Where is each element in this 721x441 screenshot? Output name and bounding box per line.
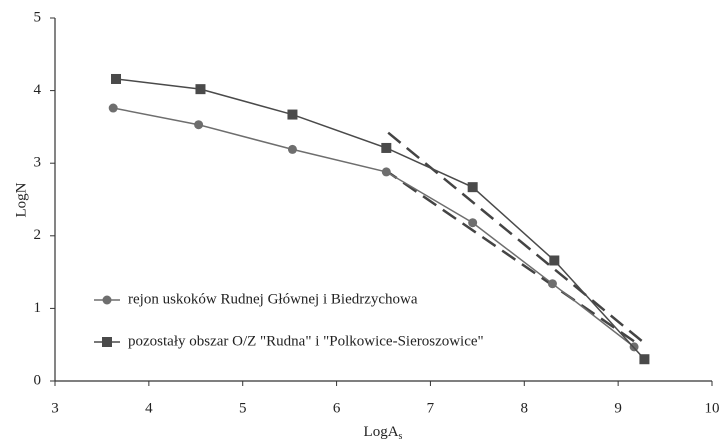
data-point <box>381 167 391 177</box>
y-tick-label: 1 <box>34 300 42 316</box>
y-tick-label: 5 <box>34 9 42 25</box>
data-point <box>468 218 478 228</box>
x-axis-label-sub: s <box>399 431 403 441</box>
y-tick-label: 2 <box>34 227 42 243</box>
y-tick-label: 3 <box>34 155 42 171</box>
x-axis-label-main: LogA <box>364 424 399 440</box>
trend-line <box>387 131 648 346</box>
data-point <box>102 337 112 347</box>
data-point <box>381 142 392 153</box>
x-tick-label: 5 <box>239 400 247 416</box>
data-point <box>287 109 298 120</box>
data-point <box>102 295 112 305</box>
x-tick-label: 8 <box>521 400 529 416</box>
x-tick-label: 10 <box>705 400 720 416</box>
data-point <box>549 255 560 266</box>
data-point <box>194 120 204 130</box>
data-point <box>547 279 557 289</box>
y-axis-label: LogN <box>13 182 29 217</box>
series-line <box>115 78 645 360</box>
data-point <box>639 354 650 365</box>
y-tick-label: 4 <box>34 82 42 98</box>
data-point <box>195 84 206 95</box>
data-point <box>111 73 122 84</box>
x-tick-label: 4 <box>145 400 153 416</box>
data-point <box>108 103 118 113</box>
y-tick-label: 0 <box>34 372 42 388</box>
legend-label: rejon uskoków Rudnej Głównej i Biedrzych… <box>128 291 418 307</box>
data-point <box>287 144 297 154</box>
x-axis-label: LogAs <box>364 424 403 441</box>
x-tick-label: 6 <box>333 400 341 416</box>
legend-label: pozostały obszar O/Z "Rudna" i "Polkowic… <box>128 333 484 349</box>
x-tick-label: 7 <box>427 400 435 416</box>
data-point <box>467 182 478 193</box>
x-tick-label: 3 <box>51 400 59 416</box>
trend-line <box>382 167 638 345</box>
x-tick-label: 9 <box>614 400 622 416</box>
